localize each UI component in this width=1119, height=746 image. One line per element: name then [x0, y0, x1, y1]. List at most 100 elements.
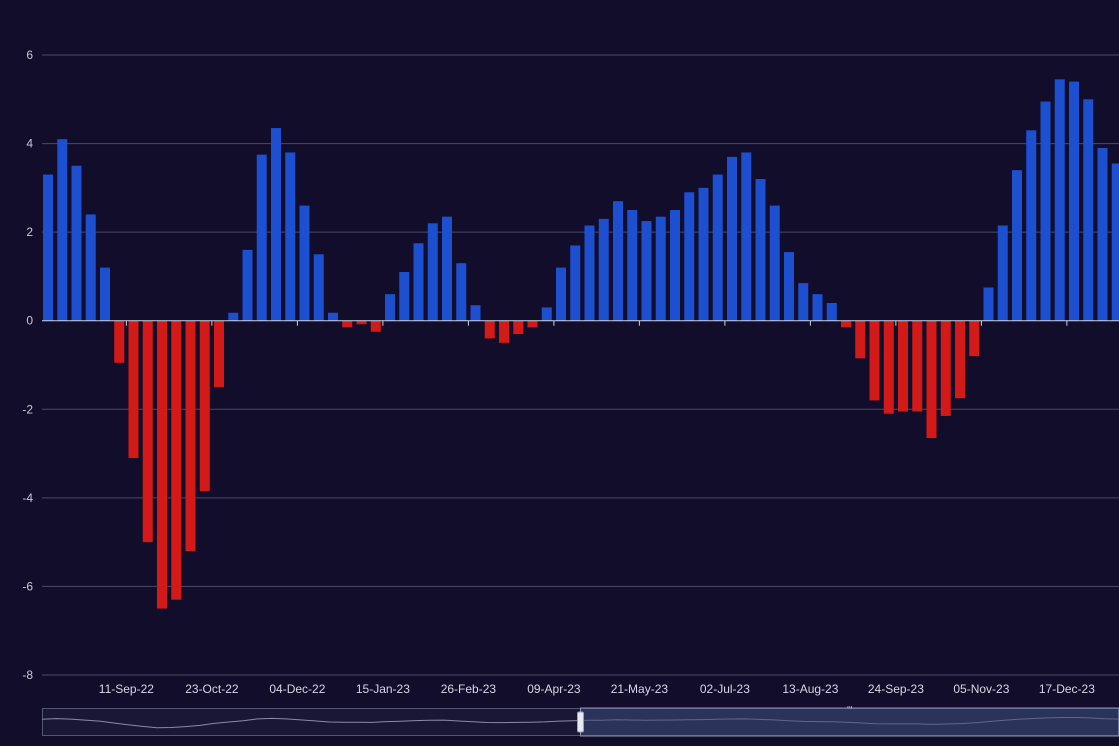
bar-positive	[228, 312, 239, 321]
bar-positive	[442, 216, 452, 321]
bar-negative	[171, 320, 182, 600]
bar-positive	[43, 174, 53, 321]
bar-negative	[912, 320, 923, 412]
bar-positive	[627, 210, 638, 321]
bar-positive	[784, 252, 794, 321]
x-tick-label: 21-May-23	[611, 682, 669, 696]
bar-negative	[499, 320, 509, 343]
bar-positive	[541, 307, 552, 321]
y-tick-label: -8	[22, 668, 33, 682]
bar-positive	[727, 156, 737, 321]
bar-negative	[157, 320, 167, 609]
bar-negative	[513, 320, 524, 334]
bar-positive	[769, 205, 780, 321]
bar-positive	[1083, 99, 1094, 321]
y-tick-label: 4	[26, 137, 33, 151]
bar-positive	[997, 225, 1008, 321]
bar-negative	[370, 320, 381, 332]
bar-positive	[427, 223, 438, 321]
bar-negative	[841, 320, 851, 328]
x-tick-label: 15-Jan-23	[356, 682, 410, 696]
zoom-selected-range[interactable]	[580, 707, 1119, 737]
bar-positive	[399, 272, 410, 321]
bar-positive	[798, 283, 809, 321]
bar-negative	[855, 320, 866, 359]
bar-positive	[570, 245, 581, 321]
y-tick-label: -4	[22, 491, 33, 505]
bar-positive	[85, 214, 96, 321]
x-tick-label: 24-Sep-23	[868, 682, 924, 696]
gridlines	[42, 54, 1119, 676]
x-tick-label: 26-Feb-23	[441, 682, 497, 696]
y-axis: -8 -6 -4 -2 0 2 4 6	[22, 48, 33, 682]
bar-negative	[940, 320, 951, 416]
x-tick-label: 23-Oct-22	[185, 682, 239, 696]
bar-positive	[1026, 130, 1037, 321]
y-tick-label: 0	[26, 314, 33, 328]
bar-negative	[898, 320, 908, 412]
bar-positive	[826, 303, 837, 321]
x-tick-label: 04-Dec-22	[269, 682, 325, 696]
bar-positive	[385, 294, 395, 321]
y-tick-label: 2	[26, 225, 33, 239]
zoom-slider[interactable]: |||	[42, 706, 1119, 738]
bar-positive	[1012, 170, 1022, 321]
bar-positive	[71, 165, 82, 321]
bar-positive	[698, 187, 709, 321]
x-tick-label: 09-Apr-23	[527, 682, 581, 696]
bar-positive	[456, 263, 467, 321]
bar-positive	[556, 267, 566, 321]
bar-negative	[356, 320, 367, 325]
bar-positive	[741, 152, 752, 321]
x-tick-label: 05-Nov-23	[953, 682, 1009, 696]
bar-positive	[1069, 81, 1079, 321]
bar-positive	[684, 192, 695, 321]
bar-positive	[470, 305, 481, 321]
bar-positive	[242, 249, 253, 321]
bars	[43, 79, 1119, 609]
bar-positive	[271, 128, 281, 321]
bar-chart: -8 -6 -4 -2 0 2 4 6 11-Sep-22 23-Oct-22 04-Dec-22…	[22, 48, 1119, 696]
bar-positive	[1054, 79, 1065, 321]
bar-positive	[641, 221, 652, 321]
bar-negative	[185, 320, 196, 551]
bar-positive	[613, 201, 623, 321]
bar-positive	[584, 225, 595, 321]
bar-negative	[199, 320, 210, 492]
y-tick-label: 6	[26, 48, 33, 62]
x-tick-label: 17-Dec-23	[1039, 682, 1095, 696]
bar-positive	[328, 312, 338, 321]
bar-positive	[812, 294, 823, 321]
zoom-grip-icon[interactable]: |||	[847, 706, 853, 709]
bar-positive	[256, 154, 267, 321]
x-axis-labels: 11-Sep-22 23-Oct-22 04-Dec-22 15-Jan-23 26-F…	[99, 682, 1095, 696]
bar-negative	[926, 320, 937, 439]
x-tick-label: 13-Aug-23	[782, 682, 838, 696]
bar-positive	[1097, 148, 1108, 321]
bar-negative	[969, 320, 980, 357]
x-tick-label: 02-Jul-23	[700, 682, 750, 696]
bar-positive	[57, 139, 68, 321]
bar-negative	[955, 320, 965, 399]
bar-negative	[527, 320, 538, 328]
y-tick-label: -6	[22, 579, 33, 593]
x-axis	[42, 320, 1119, 326]
bar-positive	[413, 243, 424, 321]
bar-positive	[983, 287, 994, 321]
bar-positive	[1040, 101, 1051, 321]
y-tick-label: -2	[22, 402, 33, 416]
bar-positive	[299, 205, 310, 321]
bar-positive	[285, 152, 296, 321]
zoom-left-handle[interactable]	[577, 711, 584, 733]
bar-negative	[214, 320, 224, 388]
bar-negative	[114, 320, 125, 363]
bar-positive	[313, 254, 324, 321]
bar-positive	[755, 179, 766, 321]
bar-negative	[142, 320, 153, 543]
bar-positive	[598, 218, 609, 321]
bar-negative	[484, 320, 495, 339]
bar-negative	[128, 320, 139, 458]
x-tick-label: 11-Sep-22	[99, 682, 154, 696]
bar-positive	[100, 267, 110, 321]
bar-negative	[342, 320, 353, 328]
